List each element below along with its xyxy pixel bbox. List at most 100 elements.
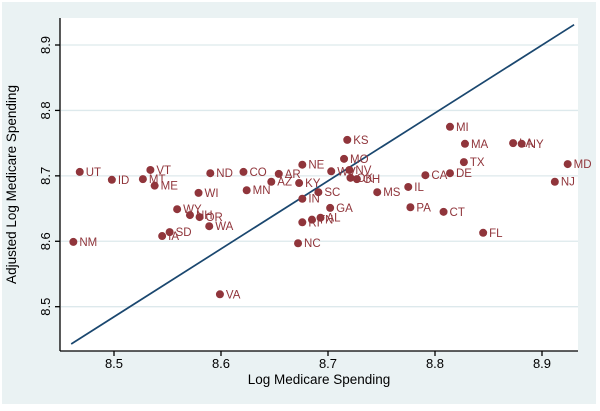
data-point-VT — [146, 165, 155, 174]
data-point-label-NE: NE — [308, 160, 324, 172]
data-point-label-NV: NV — [355, 165, 371, 177]
data-point-CA — [421, 171, 430, 180]
data-point-WY — [173, 205, 182, 214]
data-point-label-IN: IN — [308, 194, 320, 206]
y-tick-label: 8.8 — [38, 101, 53, 119]
data-point-MN — [242, 186, 251, 195]
data-point-NC — [294, 239, 303, 248]
data-point-NM — [69, 237, 78, 246]
data-point-FL — [479, 228, 488, 237]
data-point-OR — [195, 213, 204, 222]
data-point-label-NY: NY — [528, 139, 544, 151]
data-point-NY — [517, 139, 526, 148]
data-point-WV — [327, 167, 336, 176]
data-point-KY — [295, 179, 304, 188]
data-point-label-FL: FL — [489, 228, 503, 240]
data-point-NH — [185, 211, 194, 220]
data-point-OK — [346, 173, 355, 182]
data-point-NE — [298, 160, 307, 169]
data-point-label-GA: GA — [336, 203, 353, 215]
data-point-label-DE: DE — [456, 168, 472, 180]
data-point-label-WA: WA — [215, 221, 233, 233]
data-point-SD — [165, 228, 174, 237]
data-point-label-NC: NC — [304, 238, 321, 250]
data-point-label-CA: CA — [431, 170, 447, 182]
x-tick-label: 8.5 — [105, 356, 123, 371]
data-point-label-CT: CT — [450, 207, 465, 219]
data-point-label-PA: PA — [416, 202, 431, 214]
data-point-DE — [445, 169, 454, 178]
reference-line — [70, 24, 575, 345]
data-point-WI — [194, 188, 203, 197]
data-point-CO — [239, 167, 248, 176]
data-point-ME — [150, 181, 159, 190]
data-point-NJ — [550, 177, 559, 186]
data-point-MS — [373, 188, 382, 197]
data-point-label-MA: MA — [471, 139, 489, 151]
data-point-label-IA: IA — [168, 231, 179, 243]
data-point-PA — [406, 203, 415, 212]
data-point-label-OK: OK — [356, 173, 373, 185]
data-point-label-ME: ME — [161, 181, 179, 193]
x-axis-title: Log Medicare Spending — [248, 372, 391, 387]
data-point-KS — [343, 135, 352, 144]
data-point-label-IL: IL — [414, 182, 424, 194]
data-point-label-VA: VA — [226, 289, 241, 301]
data-point-label-WI: WI — [205, 188, 219, 200]
data-point-label-SC: SC — [324, 187, 340, 199]
data-point-UT — [75, 167, 84, 176]
data-point-label-RI: RI — [308, 217, 320, 229]
data-point-AR — [274, 169, 283, 178]
data-point-label-MO: MO — [350, 154, 369, 166]
data-point-IA — [158, 232, 167, 241]
data-point-MO — [340, 154, 349, 163]
y-tick-label: 8.7 — [38, 167, 53, 185]
axes: 8.5 8.6 8.7 8.8 8.9 8.5 8.6 8.7 8.8 8.9 — [38, 18, 578, 371]
data-point-MD — [563, 160, 572, 169]
data-point-TX — [459, 158, 468, 167]
data-point-MT — [138, 175, 147, 184]
data-point-label-MD: MD — [574, 159, 592, 171]
data-point-CT — [439, 207, 448, 216]
data-point-AL — [316, 213, 325, 222]
data-point-label-ND: ND — [216, 168, 233, 180]
data-point-AZ — [267, 177, 276, 186]
y-axis-title: Adjusted Log Medicare Spending — [4, 85, 19, 284]
data-point-label-AR: AR — [285, 169, 301, 181]
data-point-label-KS: KS — [353, 135, 369, 147]
data-point-LA — [509, 139, 518, 148]
data-point-label-CO: CO — [249, 167, 266, 179]
x-tick-label: 8.8 — [426, 356, 444, 371]
data-point-label-KY: KY — [305, 178, 321, 190]
data-point-label-OH: OH — [363, 174, 380, 186]
data-point-IL — [404, 182, 413, 191]
x-tick-label: 8.9 — [533, 356, 551, 371]
data-point-MI — [445, 122, 454, 131]
data-point-label-AZ: AZ — [277, 177, 292, 189]
data-point-WA — [205, 222, 214, 231]
data-point-label-UT: UT — [86, 167, 101, 179]
data-point-ND — [206, 169, 215, 178]
data-point-SC — [314, 188, 323, 197]
data-point-RI — [298, 218, 307, 227]
y-tick-label: 8.9 — [38, 36, 53, 54]
data-point-label-NJ: NJ — [561, 177, 575, 189]
data-point-label-VT: VT — [156, 165, 171, 177]
x-tick-label: 8.6 — [212, 356, 230, 371]
data-point-label-OR: OR — [206, 212, 223, 224]
data-point-GA — [326, 203, 335, 212]
data-point-MA — [460, 139, 469, 148]
data-point-label-MI: MI — [456, 122, 469, 134]
data-point-label-SD: SD — [176, 227, 192, 239]
data-point-label-NM: NM — [79, 237, 97, 249]
data-point-ID — [107, 175, 116, 184]
x-tick-label: 8.7 — [319, 356, 337, 371]
data-point-NV — [345, 165, 354, 174]
y-tick-label: 8.6 — [38, 232, 53, 250]
data-point-label-AL: AL — [327, 213, 342, 225]
data-point-label-MN: MN — [253, 185, 271, 197]
y-tick-label: 8.5 — [38, 298, 53, 316]
